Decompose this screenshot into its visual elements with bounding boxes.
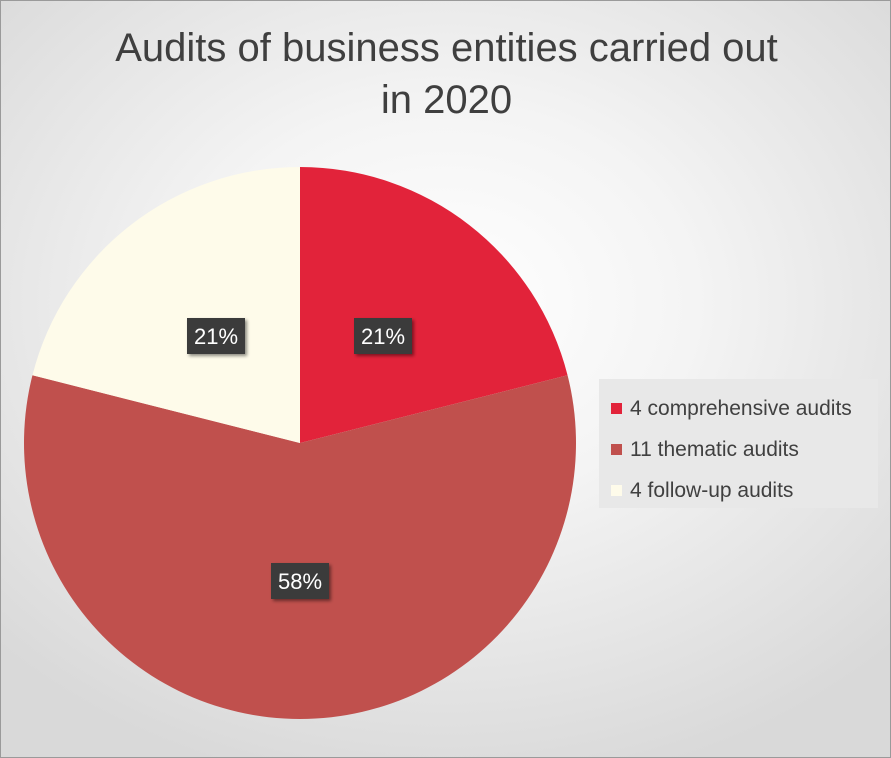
legend-item-comprehensive: 4 comprehensive audits bbox=[611, 388, 878, 429]
data-label-text: 58% bbox=[278, 569, 322, 594]
data-label-box bbox=[271, 563, 329, 599]
pie-slice-1 bbox=[24, 375, 577, 720]
legend-item-thematic: 11 thematic audits bbox=[611, 429, 878, 470]
legend-label: 4 comprehensive audits bbox=[630, 396, 852, 420]
data-label-text: 21% bbox=[194, 324, 238, 349]
pie-slice-2 bbox=[32, 167, 300, 443]
pie-slice-0 bbox=[300, 167, 568, 443]
data-label-text: 21% bbox=[361, 324, 405, 349]
chart-legend: 4 comprehensive audits 11 thematic audit… bbox=[599, 379, 878, 508]
legend-item-follow-up: 4 follow-up audits bbox=[611, 470, 878, 511]
data-label-box bbox=[354, 318, 412, 354]
legend-label: 4 follow-up audits bbox=[630, 478, 794, 502]
chart-title: Audits of business entities carried out … bbox=[0, 22, 891, 126]
legend-label: 11 thematic audits bbox=[630, 437, 799, 461]
chart-title-text: Audits of business entities carried out … bbox=[115, 26, 778, 122]
legend-swatch bbox=[611, 485, 622, 496]
data-label-0: 21% bbox=[354, 318, 412, 354]
data-label-1: 58% bbox=[271, 563, 329, 599]
legend-swatch bbox=[611, 403, 622, 414]
legend-swatch bbox=[611, 444, 622, 455]
data-label-box bbox=[187, 318, 245, 354]
data-label-2: 21% bbox=[187, 318, 245, 354]
